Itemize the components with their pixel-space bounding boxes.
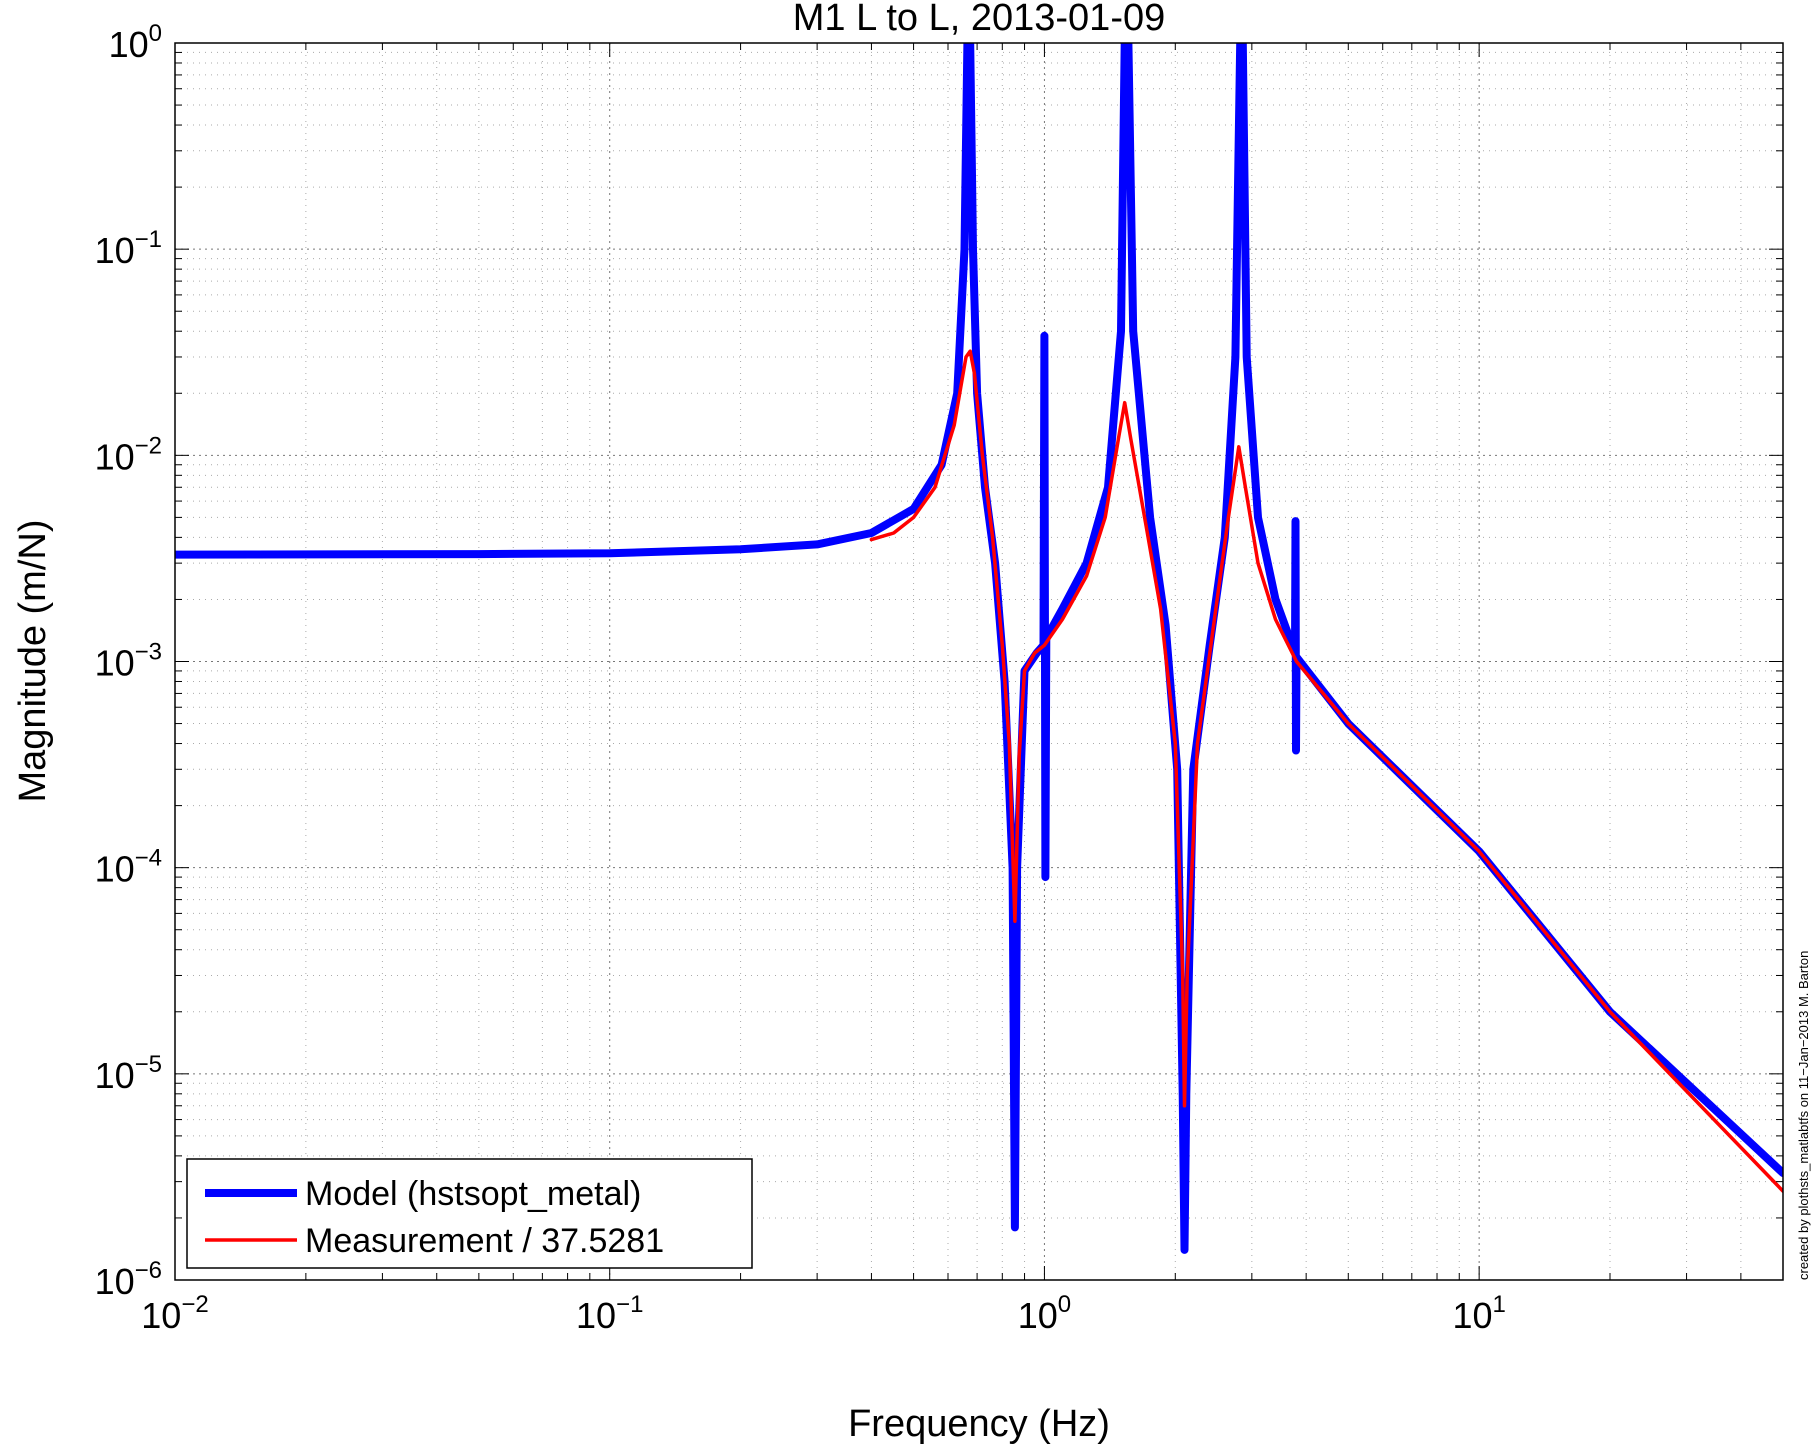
legend-label-model: Model (hstsopt_metal) <box>305 1175 641 1213</box>
y-tick-labels: 100 10−1 10−2 10−3 10−4 10−5 10−6 <box>95 20 162 1302</box>
legend-label-measurement: Measurement / 37.5281 <box>305 1222 664 1260</box>
series-line-measurement <box>869 349 1783 1193</box>
legend: Model (hstsopt_metal) Measurement / 37.5… <box>186 1158 753 1269</box>
chart-title: M1 L to L, 2013-01-09 <box>793 0 1166 39</box>
x-tick-labels: 10−2 10−1 100 101 <box>141 1291 1506 1336</box>
axis-ticks <box>174 42 1784 1281</box>
credit-text: created by plothsts_matlabtfs on 11−Jan−… <box>1796 951 1811 1280</box>
series-layer <box>175 43 1783 1254</box>
x-axis-title: Frequency (Hz) <box>848 1403 1110 1445</box>
y-tick-label: 10−6 <box>95 1257 162 1302</box>
y-tick-label: 10−1 <box>95 226 162 271</box>
y-tick-label: 10−4 <box>95 845 162 890</box>
y-tick-label: 100 <box>109 20 162 65</box>
y-tick-label: 10−2 <box>95 432 162 477</box>
y-axis-title: Magnitude (m/N) <box>12 520 54 803</box>
series-line-model <box>175 43 1783 1254</box>
x-tick-label: 10−2 <box>141 1291 208 1336</box>
x-tick-label: 10−1 <box>576 1291 643 1336</box>
y-tick-label: 10−3 <box>95 639 162 684</box>
x-tick-label: 100 <box>1018 1291 1071 1336</box>
x-tick-label: 101 <box>1452 1291 1505 1336</box>
y-tick-label: 10−5 <box>95 1051 162 1096</box>
legend-box <box>186 1158 753 1269</box>
